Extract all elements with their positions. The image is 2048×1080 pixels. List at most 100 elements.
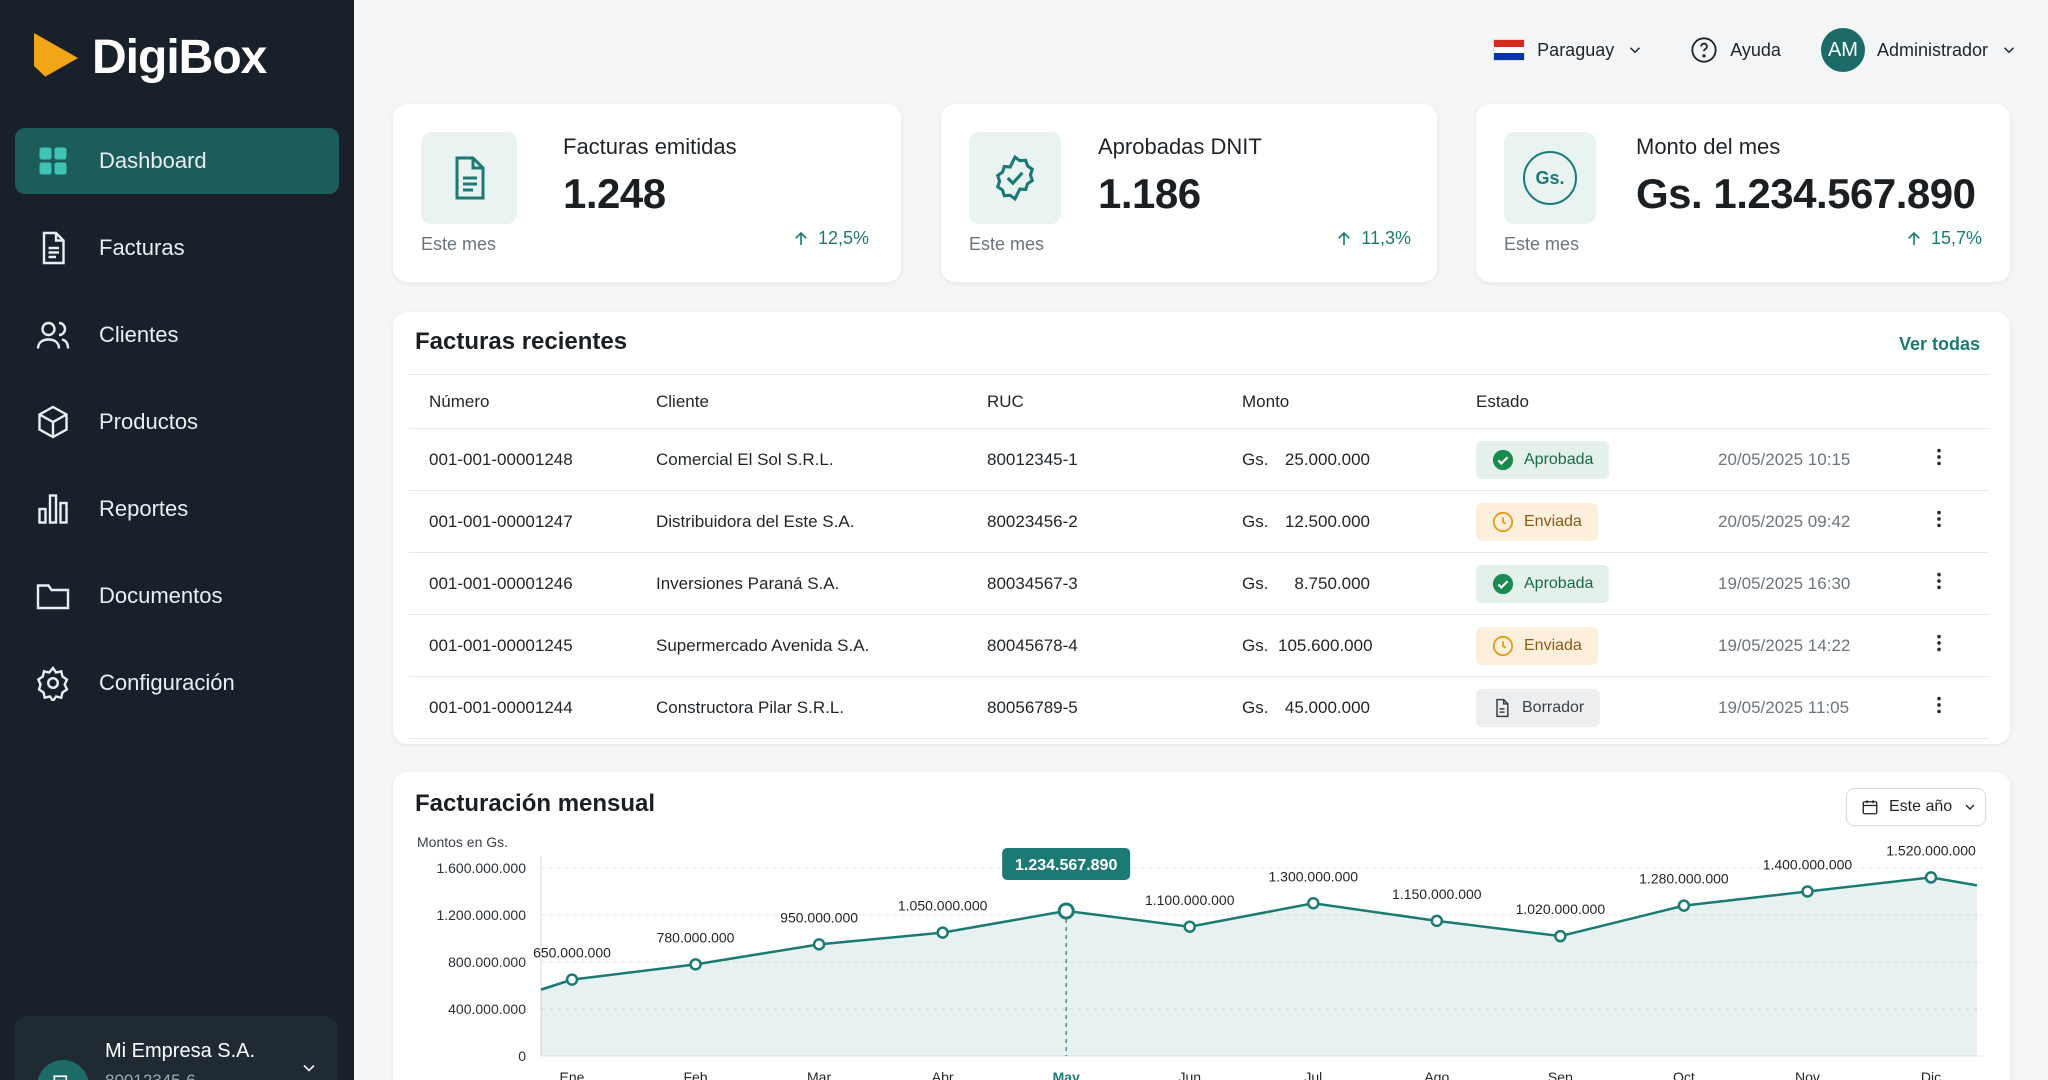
country-selector[interactable]: Paraguay xyxy=(1493,39,1644,61)
invoice-icon xyxy=(421,132,517,224)
data-label: 1.520.000.000 xyxy=(1886,842,1976,858)
invoice-client: Comercial El Sol S.R.L. xyxy=(656,428,987,491)
row-actions-button[interactable] xyxy=(1928,490,1989,553)
currency-symbol: Gs. xyxy=(1523,151,1577,205)
data-label: 1.100.000.000 xyxy=(1145,892,1235,908)
invoice-status: Borrador xyxy=(1476,676,1718,739)
row-actions-button[interactable] xyxy=(1928,676,1989,739)
kpi-period: Este mes xyxy=(969,234,1045,254)
invoice-date: 19/05/2025 16:30 xyxy=(1718,552,1928,615)
kpi-trend-value: 15,7% xyxy=(1930,228,1982,248)
status-label: Enviada xyxy=(1524,636,1582,654)
data-label: 1.400.000.000 xyxy=(1763,857,1853,873)
sidebar-item-clientes[interactable]: Clientes xyxy=(15,302,339,368)
data-label: 950.000.000 xyxy=(780,909,858,925)
x-tick-label: Nov xyxy=(1795,1069,1820,1080)
sidebar-item-configuracion[interactable]: Configuración xyxy=(15,650,339,716)
currency-gs-icon: Gs. xyxy=(1504,132,1596,224)
invoice-client: Distribuidora del Este S.A. xyxy=(656,490,987,553)
kpi-label: Facturas emitidas xyxy=(563,134,737,159)
status-label: Borrador xyxy=(1522,698,1585,716)
table-row[interactable]: 001-001-00001244 Constructora Pilar S.R.L… xyxy=(409,676,1989,739)
sidebar-item-dashboard[interactable]: Dashboard xyxy=(15,128,339,194)
invoice-client: Inversiones Paraná S.A. xyxy=(656,552,987,615)
sidebar-item-productos[interactable]: Productos xyxy=(15,389,339,455)
sidebar-item-label: Clientes xyxy=(99,322,179,347)
verified-badge-icon xyxy=(969,132,1061,224)
status-label: Enviada xyxy=(1524,512,1582,530)
column-header-ruc[interactable]: RUC xyxy=(987,374,1242,429)
clock-icon xyxy=(1492,635,1514,656)
help-button[interactable]: Ayuda xyxy=(1690,36,1781,64)
recent-invoices-title: Facturas recientes xyxy=(415,328,628,355)
check-circle-icon xyxy=(1492,449,1514,470)
status-badge: Aprobada xyxy=(1476,440,1610,479)
calendar-icon xyxy=(1862,800,1878,815)
data-point xyxy=(565,973,579,986)
invoice-number: 001-001-00001247 xyxy=(409,490,656,553)
more-vertical-icon xyxy=(1937,572,1941,590)
users-icon xyxy=(36,321,70,349)
data-point xyxy=(1307,897,1320,910)
chevron-down-icon xyxy=(2003,47,2015,54)
x-tick-label: Abr xyxy=(932,1069,954,1080)
column-header-cliente[interactable]: Cliente xyxy=(656,374,987,429)
y-axis-label: Montos en Gs. xyxy=(417,834,508,850)
period-filter-dropdown[interactable]: Este año xyxy=(1846,788,1986,826)
bar-chart-icon xyxy=(38,494,68,524)
app-name: DigiBox xyxy=(92,31,267,84)
y-tick-label: 0 xyxy=(518,1048,526,1064)
help-label: Ayuda xyxy=(1730,39,1781,60)
data-point xyxy=(689,958,702,971)
sidebar-nav: Dashboard Facturas Clientes Productos Re… xyxy=(15,128,339,737)
invoice-date: 20/05/2025 09:42 xyxy=(1718,490,1928,553)
company-ruc: 80012345-6 xyxy=(105,1071,255,1080)
kpi-value: 1.248 xyxy=(563,170,666,217)
invoice-client: Supermercado Avenida S.A. xyxy=(656,614,987,677)
table-row[interactable]: 001-001-00001248 Comercial El Sol S.R.L. 8… xyxy=(409,428,1989,491)
app-logo[interactable]: DigiBox xyxy=(34,30,267,100)
arrow-up-icon xyxy=(1908,231,1920,245)
kpi-card-aprobadas-dnit: Aprobadas DNIT 1.186 Este mes 11,3% xyxy=(941,104,1437,282)
view-all-link[interactable]: Ver todas xyxy=(1898,334,1980,354)
top-bar: Paraguay Ayuda AM Administrador xyxy=(1493,28,2018,72)
grid-icon xyxy=(39,147,67,175)
y-tick-label: 800.000.000 xyxy=(448,954,526,970)
currency-label: Gs. xyxy=(1242,511,1269,531)
sidebar-item-facturas[interactable]: Facturas xyxy=(15,215,339,281)
invoice-ruc: 80034567-3 xyxy=(987,552,1242,615)
invoice-ruc: 80056789-5 xyxy=(987,676,1242,739)
x-tick-label: Sep xyxy=(1548,1069,1573,1080)
column-header-numero[interactable]: Número xyxy=(409,374,656,429)
more-vertical-icon xyxy=(1937,448,1941,466)
more-vertical-icon xyxy=(1937,696,1941,714)
kpi-trend-value: 12,5% xyxy=(817,228,869,248)
user-menu[interactable]: AM Administrador xyxy=(1820,28,2018,72)
invoice-ruc: 80012345-1 xyxy=(987,428,1242,491)
row-actions-button[interactable] xyxy=(1928,614,1989,677)
invoice-amount: Gs. 12.500.000 xyxy=(1242,490,1476,553)
row-actions-button[interactable] xyxy=(1928,428,1989,491)
draft-document-icon xyxy=(1496,698,1509,717)
kpi-period: Este mes xyxy=(1504,234,1580,254)
x-tick-label: Mar xyxy=(807,1069,831,1080)
paraguay-flag-icon xyxy=(1493,39,1526,61)
sidebar-item-documentos[interactable]: Documentos xyxy=(15,563,339,629)
kpi-value: 1.186 xyxy=(1098,170,1201,217)
sidebar-item-reportes[interactable]: Reportes xyxy=(15,476,339,542)
status-badge: Borrador xyxy=(1476,688,1601,727)
user-name: Administrador xyxy=(1876,39,1988,60)
column-header-monto[interactable]: Monto xyxy=(1242,374,1476,429)
company-switcher[interactable]: Mi Empresa S.A. 80012345-6 xyxy=(15,1016,337,1080)
data-point xyxy=(1801,885,1814,898)
column-header-estado[interactable]: Estado xyxy=(1476,374,1718,429)
invoice-ruc: 80045678-4 xyxy=(987,614,1242,677)
more-vertical-icon xyxy=(1937,634,1941,652)
table-row[interactable]: 001-001-00001247 Distribuidora del Este S… xyxy=(409,490,1989,553)
table-row[interactable]: 001-001-00001245 Supermercado Avenida S.A… xyxy=(409,614,1989,677)
sidebar-item-label: Configuración xyxy=(99,670,235,695)
table-row[interactable]: 001-001-00001246 Inversiones Paraná S.A. 8… xyxy=(409,552,1989,615)
data-label: 1.280.000.000 xyxy=(1639,871,1729,887)
row-actions-button[interactable] xyxy=(1928,552,1989,615)
chevron-down-icon xyxy=(303,1064,315,1072)
